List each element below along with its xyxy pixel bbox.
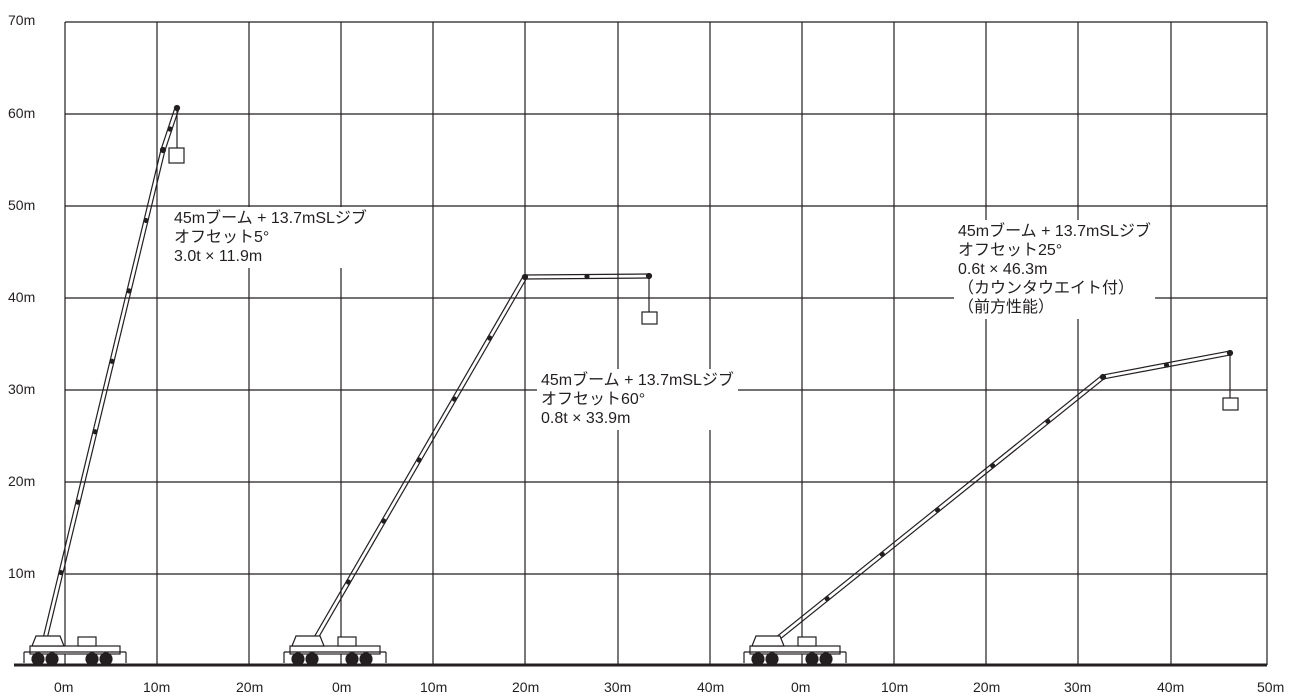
caption-line: （前方性能） <box>958 299 1055 316</box>
y-tick-label: 10m <box>8 565 36 581</box>
crane-offset-60 <box>283 272 658 666</box>
crane-offset-25 <box>743 349 1239 666</box>
caption-line: 45mブーム + 13.7mSLジブ <box>174 210 367 227</box>
y-tick-label: 30m <box>8 381 36 397</box>
crane-booms-1 <box>40 104 185 647</box>
crane-truck-3 <box>743 635 847 666</box>
wheel <box>31 652 45 666</box>
config-caption-offset-25: 45mブーム + 13.7mSLジブ オフセット25° 0.6t × 46.3m… <box>954 220 1155 319</box>
boom-edge <box>45 150 166 644</box>
superstructure <box>751 635 785 647</box>
load-box <box>641 311 658 325</box>
wheel <box>99 652 113 666</box>
load-box <box>168 147 185 164</box>
wheel <box>45 652 59 666</box>
boom-joint <box>487 335 493 341</box>
wheel <box>305 652 319 666</box>
x-tick-label: 10m <box>143 679 171 695</box>
boom-joint <box>879 551 885 557</box>
x-tick-label: 30m <box>604 679 632 695</box>
boom-joint <box>451 396 457 402</box>
wheel <box>291 652 305 666</box>
caption-line: オフセット5° <box>174 229 270 246</box>
boom-joint <box>345 579 351 585</box>
x-tick-label: 20m <box>973 679 1001 695</box>
crane-booms-2 <box>309 272 658 647</box>
boom-joint <box>159 146 167 154</box>
crane-truck-2 <box>283 635 387 666</box>
boom-joint <box>521 273 529 281</box>
carrier-body <box>29 645 121 655</box>
boom-joint <box>1099 373 1107 381</box>
cab <box>337 636 357 647</box>
wheel <box>819 652 833 666</box>
caption-line: （カウンタウエイト付） <box>958 280 1135 297</box>
cab <box>797 636 817 647</box>
x-tick-label: 20m <box>236 679 264 695</box>
x-tick-label: 0m <box>332 679 352 695</box>
grid <box>64 21 1268 665</box>
wheel <box>345 652 359 666</box>
caption-line: 3.0t × 11.9m <box>174 248 263 265</box>
boom-joint <box>58 569 64 576</box>
y-tick-label: 70m <box>8 12 36 28</box>
caption-line: 45mブーム + 13.7mSLジブ <box>541 372 734 389</box>
caption-line: 0.6t × 46.3m <box>958 261 1048 278</box>
load-box <box>1222 397 1239 411</box>
x-tick-label: 30m <box>1064 679 1092 695</box>
y-tick-label: 20m <box>8 473 36 489</box>
boom-joint <box>109 358 115 364</box>
cab <box>77 636 97 647</box>
boom-edge <box>41 149 162 643</box>
x-tick-label: 50m <box>1257 679 1285 695</box>
wheel <box>359 652 373 666</box>
crane-offset-5 <box>23 104 185 666</box>
superstructure <box>31 635 65 647</box>
x-tick-label: 0m <box>791 679 811 695</box>
crane-booms-3 <box>768 349 1239 647</box>
caption-line: オフセット60° <box>541 391 646 408</box>
wheel <box>805 652 819 666</box>
boom-joint <box>126 288 132 294</box>
boom-joint <box>1045 418 1051 424</box>
carrier-body <box>749 645 841 655</box>
boom-joint <box>934 507 941 513</box>
crane-truck-1 <box>23 635 127 666</box>
wheel <box>765 652 779 666</box>
y-tick-label: 40m <box>8 289 36 305</box>
y-tick-label: 50m <box>8 197 36 213</box>
boom-joint <box>381 518 387 524</box>
x-tick-label: 10m <box>420 679 448 695</box>
x-tick-label: 0m <box>54 679 74 695</box>
boom-joint <box>75 499 81 505</box>
y-tick-label: 60m <box>8 105 36 121</box>
config-caption-offset-5: 45mブーム + 13.7mSLジブ オフセット5° 3.0t × 11.9m <box>170 207 371 268</box>
config-caption-offset-60: 45mブーム + 13.7mSLジブ オフセット60° 0.8t × 33.9m <box>537 369 738 430</box>
boom-joint <box>416 457 422 463</box>
x-tick-label: 10m <box>881 679 909 695</box>
boom-joint <box>167 126 173 132</box>
x-tick-label: 40m <box>1157 679 1185 695</box>
boom-joint <box>584 273 590 280</box>
boom-joint <box>1163 362 1170 368</box>
caption-line: 0.8t × 33.9m <box>541 410 631 427</box>
boom-joint <box>143 217 149 224</box>
boom-joint <box>824 596 830 602</box>
boom-joint <box>92 429 98 435</box>
caption-line: オフセット25° <box>958 242 1063 259</box>
caption-line: 45mブーム + 13.7mSLジブ <box>958 223 1151 240</box>
wheel <box>751 652 765 666</box>
wheel <box>85 652 99 666</box>
x-tick-label: 20m <box>512 679 540 695</box>
superstructure <box>291 635 325 647</box>
boom-joint <box>990 463 996 469</box>
x-tick-label: 40m <box>697 679 725 695</box>
carrier-body <box>289 645 381 655</box>
